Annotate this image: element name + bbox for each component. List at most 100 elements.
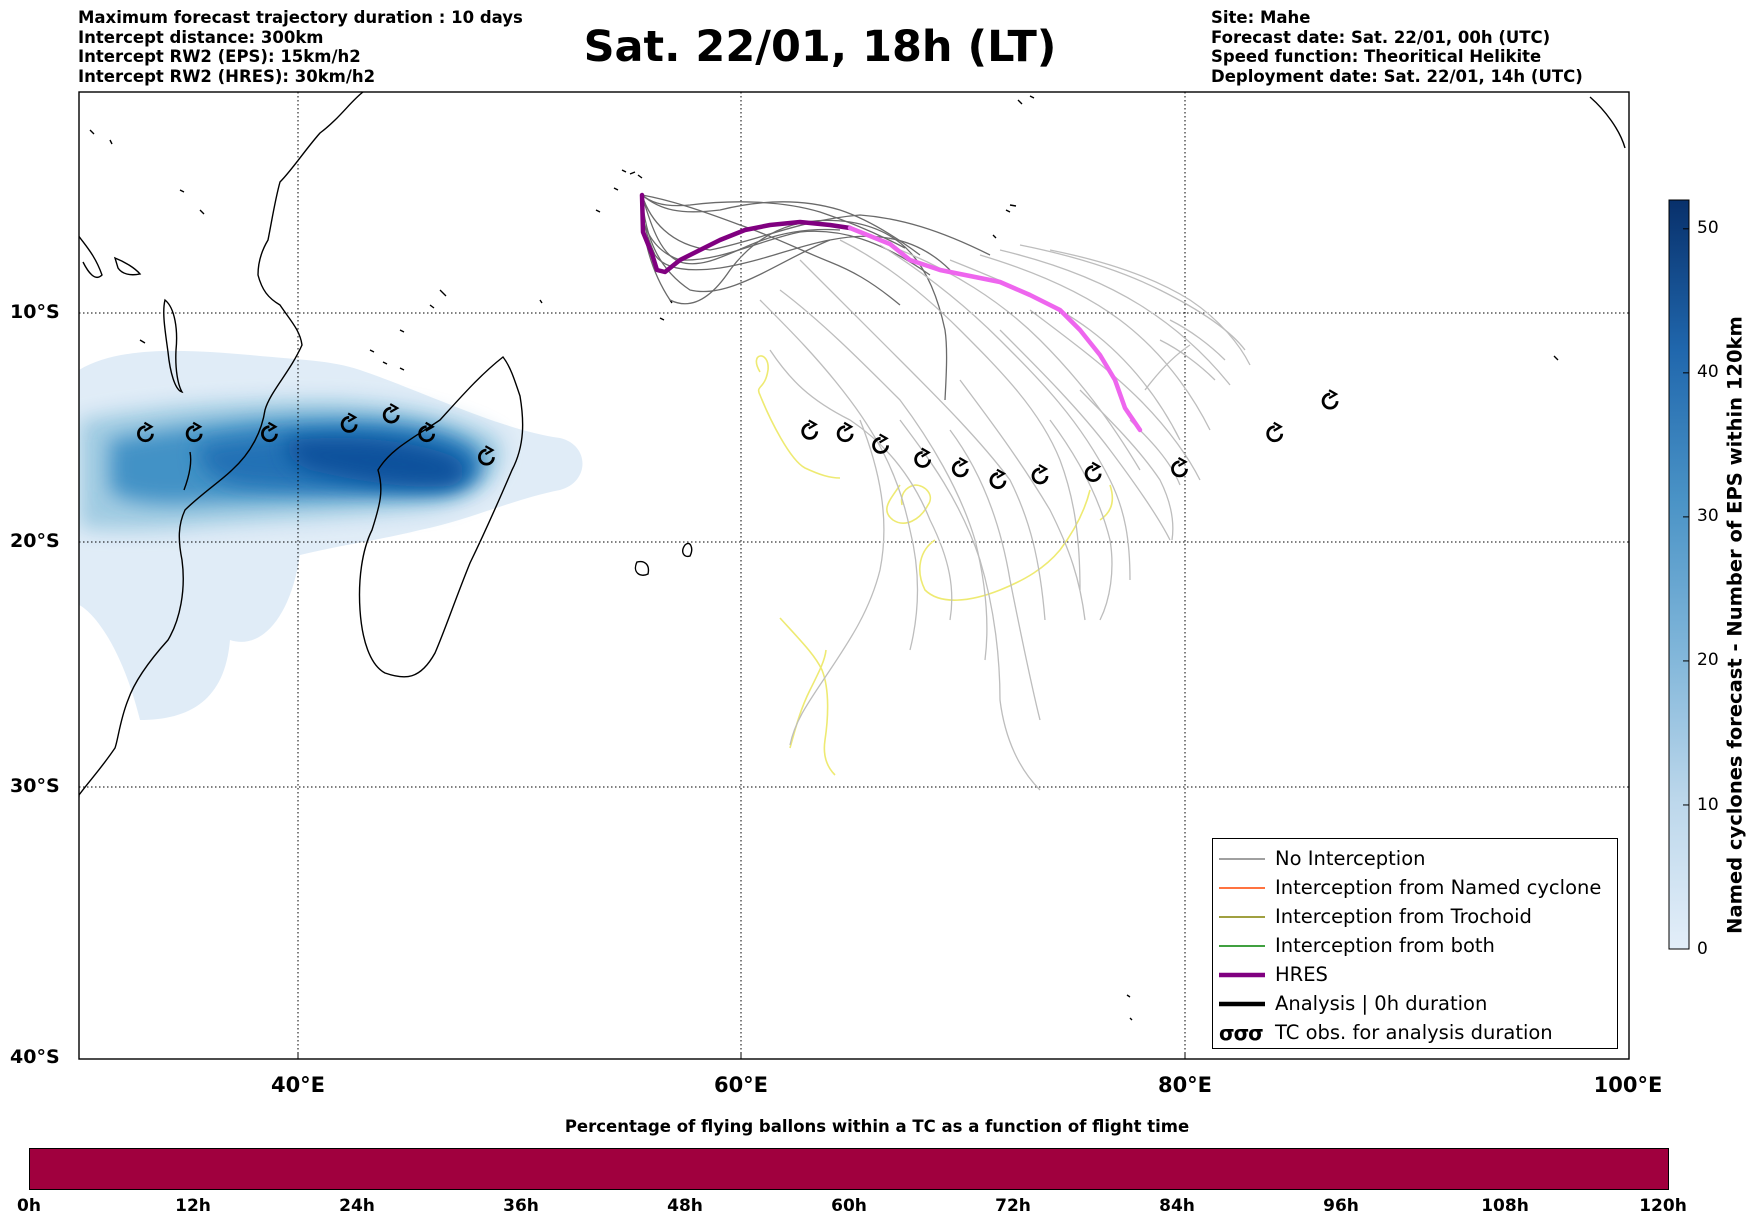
colorbar-tick-label: 0 [1697,939,1708,959]
named-cyclone-line-swatch [1219,887,1265,889]
flight-time-tick: 12h [175,1196,211,1216]
legend-item-named-cyclone: Interception from Named cyclone [1213,874,1617,902]
trochoid-line-swatch [1219,916,1265,918]
tc-obs-symbol [418,425,436,443]
tc-obs-symbol [914,451,932,468]
coastlines [79,92,1626,1021]
flight-time-tick: 48h [667,1196,703,1216]
tc-obs-arrowhead [1273,421,1283,432]
eps-colorbar [1668,199,1690,950]
legend-item-no-interception: No Interception [1213,845,1617,873]
legend-item-hres: HRES [1213,961,1617,989]
lon-label-80e: 80°E [1157,1073,1213,1097]
flight-time-tick: 120h [1639,1196,1687,1216]
info-line: Intercept distance: 300km [78,27,324,47]
trochoid-tracks [755,355,1114,776]
tc-obs-symbol [872,437,889,454]
info-line: Forecast date: Sat. 22/01, 00h (UTC) [1211,27,1551,47]
legend-label: HRES [1275,963,1328,986]
map-frame [78,91,1630,1060]
info-line: Maximum forecast trajectory duration : 1… [78,8,523,27]
flight-time-tick: 24h [339,1196,375,1216]
graticule [79,92,1629,1059]
tc-obs-symbol [185,425,203,443]
legend-label: TC obs. for analysis duration [1275,1021,1553,1044]
colorbar-tick-label: 10 [1697,795,1719,815]
flight-time-tick: 60h [831,1196,867,1216]
colorbar-ticks [1683,228,1689,950]
colorbar-tick-label: 50 [1697,218,1719,238]
lat-label-30s: 30°S [10,775,60,797]
flight-time-bar [29,1148,1669,1190]
axis-ticks [297,1052,1186,1059]
colorbar-tick-label: 20 [1697,650,1719,670]
info-line: Site: Mahe [1211,8,1311,27]
tc-obs-arrowhead [389,403,400,414]
tc-obs-symbol [1321,392,1339,410]
tc-obs-arrowhead [808,419,818,430]
african-islands [89,129,543,344]
eps-density-field [79,350,583,720]
colorbar-tick-label: 40 [1697,362,1719,382]
tc-obs-symbol [801,423,819,440]
tc-obs-arrowhead [143,421,154,432]
flight-time-tick: 0h [17,1196,41,1216]
both-line-swatch [1219,945,1265,947]
analysis-line-swatch [1219,1001,1265,1007]
tc-obs-arrowhead [996,468,1007,479]
tc-obs-symbol [382,406,400,424]
lon-label-60e: 60°E [713,1073,769,1097]
madagascar-coast [358,356,524,678]
tc-obs-arrowhead [425,421,435,432]
socotra [79,235,103,279]
maldives-sumatra [1017,95,1626,149]
tc-obs-symbol [989,472,1007,490]
legend-label: Interception from Trochoid [1275,905,1532,928]
tc-obs-arrowhead [1038,464,1049,474]
legend-item-trochoid: Interception from Trochoid [1213,903,1617,931]
legend-label: Analysis | 0h duration [1275,992,1488,1015]
info-line: Speed function: Theoritical Helikite [1211,47,1542,67]
flight-time-tick: 84h [1159,1196,1195,1216]
hres-line-swatch [1219,972,1265,978]
lat-label-10s: 10°S [10,301,60,323]
eps-tracks [640,194,1251,791]
forecast-parameters: Maximum forecast trajectory duration : 1… [78,8,523,86]
info-line: Deployment date: Sat. 22/01, 14h (UTC) [1211,66,1583,86]
tc-obs-symbol [137,425,154,443]
tc-obs-arrowhead [958,456,969,467]
colorbar-tick-label: 30 [1697,506,1719,526]
lat-label-40s: 40°S [10,1046,60,1068]
legend-label: No Interception [1275,847,1426,870]
info-line: Intercept RW2 (HRES): 30km/h2 [78,66,376,86]
tc-obs-arrowhead [1177,456,1188,467]
tc-obs-symbol [340,416,358,433]
tc-obs-arrowhead [843,421,854,432]
legend-item-tc-obs: σσσ TC obs. for analysis duration [1213,1019,1617,1047]
lake-victoria [113,256,142,276]
comoros [369,289,447,371]
legend-label: Interception from both [1275,934,1495,957]
tc-obs-arrowhead [192,421,203,432]
tc-obs-symbol [261,425,278,443]
chagos [992,204,1017,239]
flight-time-tick: 36h [503,1196,539,1216]
mauritius-reunion [634,542,693,576]
christmas-islands [1126,355,1559,1021]
africa-coast [79,92,364,809]
tc-obs-symbol [836,425,854,443]
flight-time-tick: 108h [1481,1196,1529,1216]
flight-time-bar-title: Percentage of flying ballons within a TC… [564,1117,1190,1136]
tc-obs-arrowhead [267,421,278,432]
legend-label: Interception from Named cyclone [1275,876,1602,899]
legend-item-both: Interception from both [1213,932,1617,960]
tc-obs-symbol [1266,425,1284,443]
tc-obs-symbol [1171,460,1188,478]
tc-obs-symbol [1031,467,1049,485]
tc-obs-symbol [951,460,969,478]
seychelles-islands [595,169,673,321]
site-info: Site: Mahe Forecast date: Sat. 22/01, 00… [1211,8,1583,86]
tc-observation-symbols [137,389,1339,490]
tc-obs-arrowhead [484,445,495,456]
